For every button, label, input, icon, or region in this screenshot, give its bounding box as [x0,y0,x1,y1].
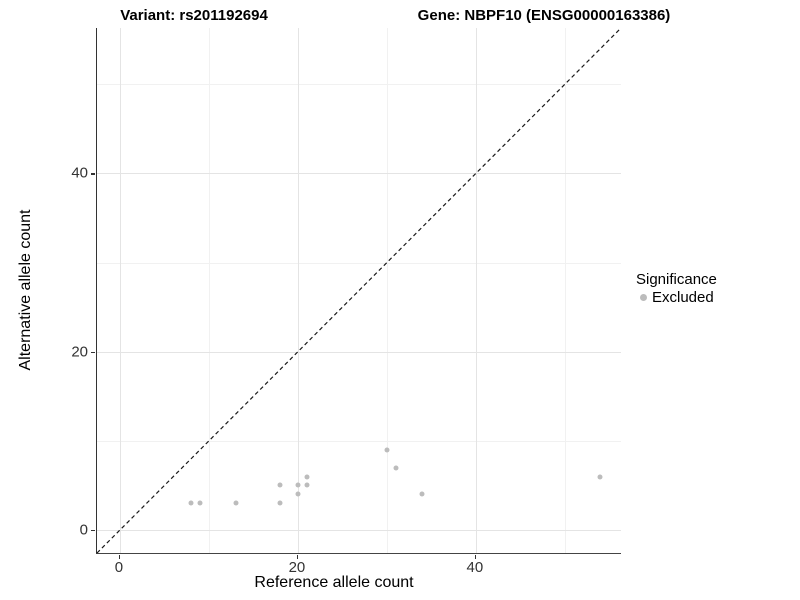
y-tick-label: 20 [71,343,88,361]
major-gridline-y [97,173,621,175]
y-tick-label: 0 [79,521,88,539]
y-axis-tick [90,173,95,175]
plot-panel [96,27,622,554]
legend: Significance Excluded [636,271,717,306]
data-point [295,482,301,488]
y-axis-tick [90,529,95,532]
x-tick-label: 20 [288,559,306,576]
major-gridline-y [97,529,621,531]
legend-title: Significance [636,271,717,288]
data-point [233,500,239,506]
x-axis-tick [474,554,477,559]
data-point [384,447,390,453]
plot-title-gene: Gene: NBPF10 (ENSG00000163386) [417,7,671,24]
x-axis-tick [296,554,299,559]
plot-title-variant: Variant: rs201192694 [120,7,268,24]
data-point [304,482,310,488]
legend-item-excluded: Excluded [640,289,717,306]
data-point [277,482,283,488]
minor-gridline-x [208,28,210,553]
legend-point-icon [640,294,647,301]
minor-gridline-y [97,84,621,86]
legend-item-label: Excluded [652,289,714,306]
minor-gridline-x [386,28,388,553]
minor-gridline-y [97,262,621,264]
major-gridline-x [297,28,299,553]
y-axis-title: Alternative allele count [17,209,34,371]
data-point [304,474,310,479]
data-point [197,500,203,506]
data-point [277,500,283,506]
data-point [419,491,425,497]
data-point [597,474,603,479]
identity-dashed-line [96,27,622,554]
x-tick-label: 0 [114,559,124,576]
major-gridline-x [475,28,477,553]
major-gridline-x [119,28,121,553]
data-point [188,500,194,506]
x-tick-label: 40 [466,559,484,576]
data-point [393,465,399,471]
data-point [295,491,301,497]
minor-gridline-y [97,440,621,442]
x-axis-tick [118,554,121,559]
x-axis-title: Reference allele count [254,574,414,591]
minor-gridline-x [564,28,566,553]
y-tick-label: 40 [71,164,88,182]
major-gridline-y [97,351,621,353]
y-axis-tick [90,351,95,354]
